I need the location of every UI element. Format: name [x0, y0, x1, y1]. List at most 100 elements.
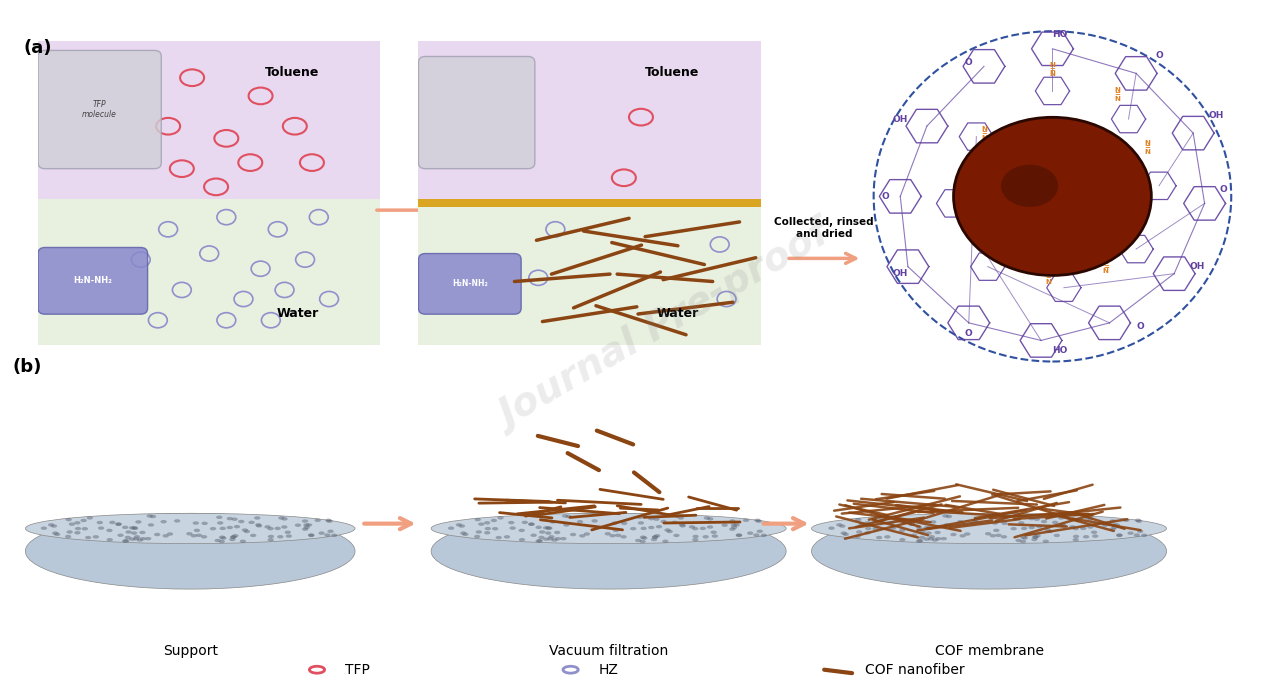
- Circle shape: [132, 526, 138, 530]
- Circle shape: [915, 526, 922, 529]
- Circle shape: [692, 535, 699, 538]
- Circle shape: [1083, 535, 1089, 539]
- Circle shape: [652, 535, 658, 539]
- Text: OH: OH: [1208, 111, 1224, 120]
- Circle shape: [552, 538, 558, 542]
- Text: O: O: [965, 329, 973, 338]
- Circle shape: [85, 536, 91, 539]
- Circle shape: [548, 535, 554, 539]
- Circle shape: [190, 534, 197, 537]
- FancyBboxPatch shape: [38, 247, 147, 314]
- Circle shape: [876, 536, 883, 539]
- Circle shape: [865, 521, 871, 524]
- Circle shape: [971, 520, 978, 523]
- Circle shape: [735, 534, 742, 537]
- Circle shape: [238, 520, 245, 523]
- Circle shape: [139, 531, 146, 534]
- Circle shape: [711, 535, 718, 538]
- Circle shape: [591, 520, 597, 523]
- Circle shape: [1116, 534, 1122, 537]
- Circle shape: [214, 539, 221, 542]
- Circle shape: [1073, 527, 1079, 531]
- Circle shape: [491, 519, 497, 522]
- Circle shape: [74, 521, 80, 524]
- Circle shape: [1102, 524, 1108, 527]
- Circle shape: [131, 531, 137, 535]
- Text: HO: HO: [1052, 30, 1068, 39]
- Circle shape: [129, 537, 136, 541]
- Circle shape: [661, 520, 667, 523]
- Circle shape: [1052, 521, 1059, 524]
- Circle shape: [729, 520, 735, 523]
- Text: OH: OH: [1189, 262, 1205, 271]
- Circle shape: [75, 527, 81, 531]
- Circle shape: [554, 537, 560, 540]
- Circle shape: [136, 520, 142, 524]
- Circle shape: [630, 527, 637, 531]
- Circle shape: [612, 528, 619, 532]
- Circle shape: [86, 516, 93, 520]
- Circle shape: [1059, 523, 1065, 526]
- Circle shape: [216, 515, 222, 519]
- Circle shape: [318, 531, 325, 535]
- Circle shape: [640, 535, 647, 539]
- Circle shape: [915, 539, 922, 543]
- Circle shape: [1028, 517, 1035, 520]
- Circle shape: [535, 539, 541, 543]
- Text: O: O: [965, 59, 973, 68]
- Text: HO: HO: [1052, 347, 1068, 356]
- Circle shape: [579, 534, 586, 537]
- Circle shape: [638, 521, 644, 524]
- Circle shape: [569, 533, 576, 536]
- Circle shape: [1088, 517, 1094, 521]
- Text: N
=
N: N = N: [1145, 140, 1150, 154]
- Circle shape: [331, 533, 337, 537]
- Circle shape: [80, 519, 86, 522]
- Circle shape: [1113, 523, 1120, 526]
- Circle shape: [995, 533, 1002, 537]
- Circle shape: [993, 528, 999, 532]
- Circle shape: [200, 535, 207, 539]
- Circle shape: [841, 531, 847, 535]
- Circle shape: [621, 522, 628, 525]
- Circle shape: [306, 523, 312, 526]
- Text: COF membrane: COF membrane: [935, 644, 1044, 658]
- Circle shape: [231, 535, 237, 539]
- Circle shape: [124, 536, 131, 539]
- Circle shape: [474, 518, 481, 522]
- Circle shape: [548, 537, 554, 541]
- Ellipse shape: [25, 513, 355, 544]
- Ellipse shape: [431, 513, 786, 589]
- Circle shape: [41, 526, 47, 530]
- Text: O: O: [1220, 185, 1227, 194]
- Circle shape: [126, 531, 132, 534]
- Circle shape: [1060, 524, 1066, 528]
- Circle shape: [1022, 536, 1028, 539]
- Circle shape: [554, 531, 560, 534]
- Circle shape: [890, 526, 896, 530]
- Circle shape: [255, 523, 261, 526]
- Circle shape: [48, 523, 55, 526]
- Circle shape: [268, 538, 274, 542]
- Circle shape: [855, 535, 861, 538]
- Circle shape: [1011, 527, 1017, 531]
- Circle shape: [917, 539, 923, 542]
- Circle shape: [563, 523, 569, 526]
- Circle shape: [503, 535, 510, 539]
- FancyBboxPatch shape: [418, 254, 521, 314]
- Circle shape: [133, 537, 139, 541]
- Circle shape: [735, 533, 742, 537]
- Circle shape: [935, 537, 941, 540]
- Circle shape: [943, 523, 950, 526]
- Circle shape: [733, 523, 739, 526]
- Circle shape: [96, 521, 103, 524]
- Circle shape: [927, 526, 933, 530]
- Circle shape: [950, 533, 956, 536]
- Circle shape: [648, 517, 654, 520]
- Circle shape: [1087, 525, 1093, 528]
- Circle shape: [497, 516, 503, 520]
- Circle shape: [98, 526, 104, 530]
- Circle shape: [123, 539, 129, 542]
- Circle shape: [195, 533, 202, 537]
- Text: O: O: [1155, 51, 1163, 61]
